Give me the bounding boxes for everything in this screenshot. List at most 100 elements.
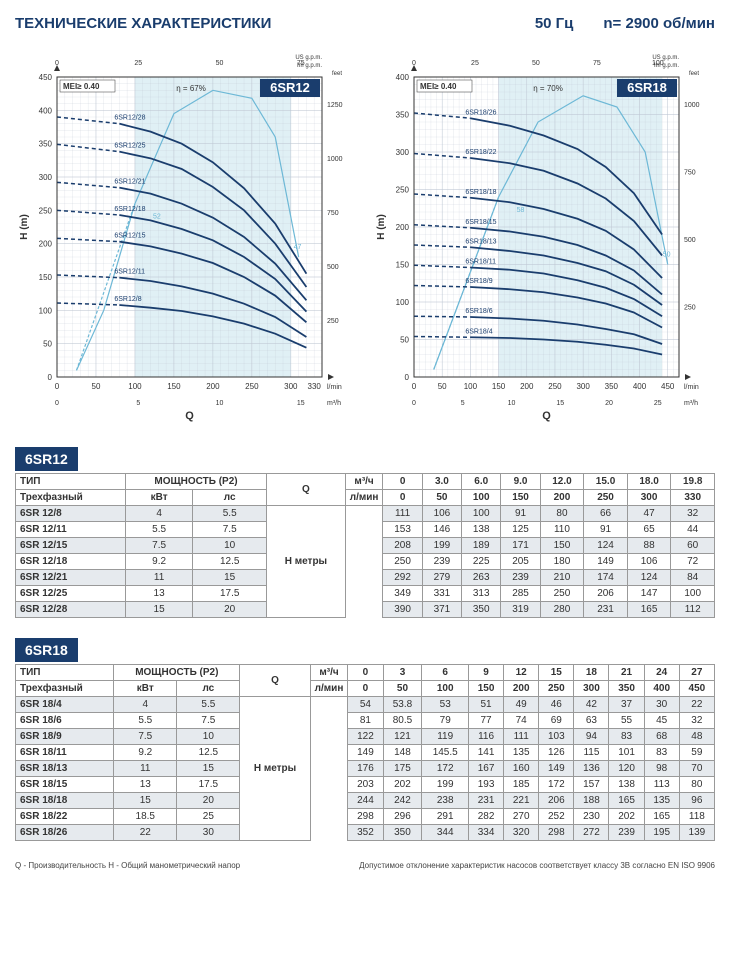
- svg-text:25: 25: [471, 60, 479, 67]
- svg-text:350: 350: [396, 111, 410, 120]
- svg-text:US g.p.m.: US g.p.m.: [295, 55, 322, 61]
- data-row: 6SR 18/119.212.5149148145.51411351261151…: [16, 745, 715, 761]
- svg-text:200: 200: [396, 223, 410, 232]
- svg-text:6SR18/15: 6SR18/15: [465, 219, 496, 226]
- svg-text:MEI≥ 0.40: MEI≥ 0.40: [420, 82, 457, 91]
- svg-text:10: 10: [216, 400, 224, 407]
- svg-text:450: 450: [39, 73, 53, 82]
- svg-text:150: 150: [39, 273, 53, 282]
- svg-text:25: 25: [134, 60, 142, 67]
- svg-text:400: 400: [39, 106, 53, 115]
- charts-row: 0501001502002503003300501001502002503003…: [15, 42, 715, 422]
- svg-text:250: 250: [39, 206, 53, 215]
- data-row: 6SR 12/845.5H метры1111061009180664732: [16, 506, 715, 522]
- svg-text:100: 100: [464, 382, 478, 391]
- svg-text:50: 50: [438, 382, 447, 391]
- svg-text:47: 47: [294, 244, 302, 251]
- svg-text:6SR18/9: 6SR18/9: [465, 278, 492, 285]
- svg-text:feet: feet: [332, 71, 342, 77]
- svg-text:Im g.p.m.: Im g.p.m.: [654, 63, 679, 69]
- chart-6sr12: 0501001502002503003300501001502002503003…: [15, 42, 357, 422]
- table-6sr12-section: 6SR12 ТИПМОЩНОСТЬ (P2)Qм³/ч03.06.09.012.…: [15, 447, 715, 618]
- svg-text:1000: 1000: [684, 102, 700, 109]
- svg-text:6SR18/4: 6SR18/4: [465, 328, 492, 335]
- svg-text:Q: Q: [542, 410, 551, 422]
- data-row: 6SR 18/181520244242238231221206188165135…: [16, 793, 715, 809]
- svg-text:0: 0: [412, 382, 417, 391]
- svg-text:350: 350: [605, 382, 619, 391]
- svg-text:H (m): H (m): [19, 214, 30, 240]
- svg-text:50: 50: [43, 340, 52, 349]
- svg-text:100: 100: [128, 382, 142, 391]
- svg-text:feet: feet: [689, 71, 699, 77]
- svg-text:6SR12/28: 6SR12/28: [114, 115, 145, 122]
- svg-text:6SR12/15: 6SR12/15: [114, 233, 145, 240]
- svg-text:H (m): H (m): [376, 214, 387, 240]
- svg-text:0: 0: [405, 373, 410, 382]
- svg-text:50: 50: [400, 336, 409, 345]
- table-title: 6SR12: [15, 447, 78, 471]
- data-row: 6SR 18/65.57.58180.57977746963554532: [16, 713, 715, 729]
- svg-text:6SR18/13: 6SR18/13: [465, 238, 496, 245]
- svg-text:6SR12/21: 6SR12/21: [114, 179, 145, 186]
- svg-text:5: 5: [136, 400, 140, 407]
- foot-left: Q - Производительность H - Общий маномет…: [15, 861, 240, 870]
- data-row: 6SR 18/2218.5252982962912822702522302021…: [16, 809, 715, 825]
- svg-text:200: 200: [206, 382, 220, 391]
- svg-text:0: 0: [412, 400, 416, 407]
- svg-text:6SR18/26: 6SR18/26: [465, 109, 496, 116]
- svg-text:1250: 1250: [327, 102, 343, 109]
- svg-text:100: 100: [396, 298, 410, 307]
- svg-text:250: 250: [327, 318, 339, 325]
- svg-text:MEI≥ 0.40: MEI≥ 0.40: [63, 82, 100, 91]
- svg-text:6SR12: 6SR12: [270, 80, 310, 95]
- data-row: 6SR 18/262230352350344334320298272239195…: [16, 825, 715, 841]
- svg-text:300: 300: [396, 148, 410, 157]
- svg-text:m³/h: m³/h: [327, 400, 341, 407]
- svg-text:25: 25: [654, 400, 662, 407]
- title: ТЕХНИЧЕСКИЕ ХАРАКТЕРИСТИКИ: [15, 15, 271, 32]
- svg-text:6SR18/11: 6SR18/11: [465, 259, 496, 266]
- svg-text:400: 400: [633, 382, 647, 391]
- svg-text:6SR18: 6SR18: [627, 80, 667, 95]
- svg-text:6SR12/18: 6SR12/18: [114, 206, 145, 213]
- svg-text:50: 50: [92, 382, 101, 391]
- svg-text:200: 200: [39, 240, 53, 249]
- svg-text:100: 100: [39, 306, 53, 315]
- svg-text:l/min: l/min: [684, 384, 699, 391]
- svg-text:200: 200: [520, 382, 534, 391]
- table-6sr12: ТИПМОЩНОСТЬ (P2)Qм³/ч03.06.09.012.015.01…: [15, 473, 715, 618]
- svg-text:150: 150: [396, 261, 410, 270]
- svg-text:6SR18/18: 6SR18/18: [465, 189, 496, 196]
- svg-text:50: 50: [216, 60, 224, 67]
- svg-text:150: 150: [492, 382, 506, 391]
- svg-text:400: 400: [396, 73, 410, 82]
- svg-text:250: 250: [396, 186, 410, 195]
- svg-text:20: 20: [605, 400, 613, 407]
- rpm: n= 2900 об/мин: [603, 15, 715, 32]
- svg-text:75: 75: [593, 60, 601, 67]
- svg-text:250: 250: [245, 382, 259, 391]
- svg-text:50: 50: [663, 252, 671, 259]
- data-row: 6SR 18/445.5H метры5453.8535149464237302…: [16, 697, 715, 713]
- svg-text:250: 250: [548, 382, 562, 391]
- freq: 50 Гц: [535, 15, 574, 32]
- svg-text:6SR12/25: 6SR12/25: [114, 143, 145, 150]
- svg-text:500: 500: [684, 237, 696, 244]
- svg-text:150: 150: [167, 382, 181, 391]
- svg-text:0: 0: [55, 382, 60, 391]
- svg-text:6SR18/22: 6SR18/22: [465, 149, 496, 156]
- table-title: 6SR18: [15, 638, 78, 662]
- table-6sr18-section: 6SR18 ТИПМОЩНОСТЬ (P2)Qм³/ч0369121518212…: [15, 638, 715, 841]
- svg-text:η = 67%: η = 67%: [176, 84, 206, 93]
- svg-text:1000: 1000: [327, 156, 343, 163]
- svg-text:300: 300: [284, 382, 298, 391]
- svg-text:330: 330: [308, 382, 322, 391]
- svg-text:m³/h: m³/h: [684, 400, 698, 407]
- svg-text:Q: Q: [185, 410, 194, 422]
- svg-text:350: 350: [39, 140, 53, 149]
- data-row: 6SR 18/131115176175172167160149136120987…: [16, 761, 715, 777]
- svg-text:6SR12/11: 6SR12/11: [114, 269, 145, 276]
- svg-text:15: 15: [556, 400, 564, 407]
- chart-6sr18: 0501001502002503003504004500501001502002…: [372, 42, 714, 422]
